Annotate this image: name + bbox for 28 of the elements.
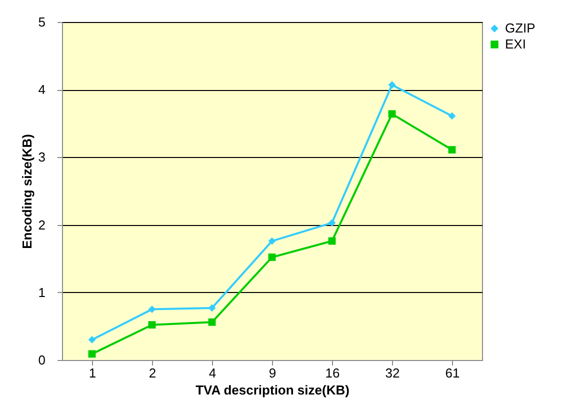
point	[208, 318, 216, 326]
y-tick-label: 1	[38, 284, 46, 300]
x-tick-label: 1	[88, 366, 96, 380]
x-tick-label: 16	[325, 366, 340, 380]
legend-label: GZIP	[505, 20, 536, 36]
point	[268, 254, 276, 261]
point	[388, 110, 396, 118]
y-tick-label: 2	[38, 217, 46, 232]
point	[88, 350, 96, 358]
legend-label: EXI	[505, 36, 526, 52]
y-axis-title: Encoding size(KB)	[19, 134, 34, 249]
x-tick-label: 61	[445, 366, 460, 380]
x-axis-title: TVA description size(KB)	[196, 382, 350, 398]
point	[448, 112, 456, 120]
x-tick-label: 32	[385, 366, 400, 380]
point	[148, 306, 156, 314]
x-tick-label: 9	[268, 366, 276, 380]
x-tick-label: 2	[148, 366, 156, 380]
y-tick-label: 0	[38, 352, 46, 368]
point	[388, 81, 396, 89]
x-tick-label: 4	[208, 366, 216, 380]
point	[268, 237, 276, 245]
y-tick-label: 3	[38, 150, 46, 165]
y-tick-label: 5	[38, 14, 46, 30]
point	[208, 304, 216, 312]
point	[148, 321, 156, 329]
point	[448, 146, 456, 154]
y-tick-label: 4	[38, 82, 46, 98]
